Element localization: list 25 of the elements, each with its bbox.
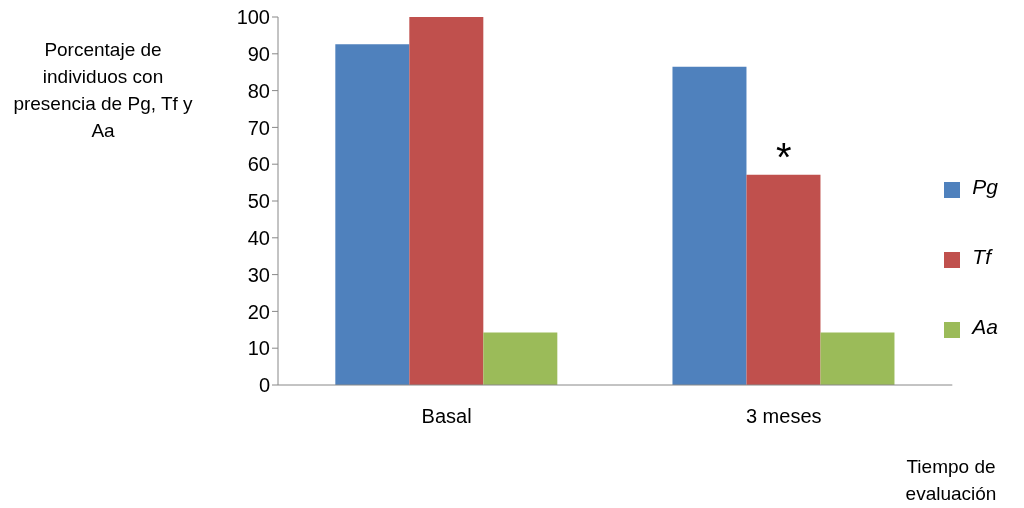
bar [746, 174, 821, 385]
y-axis-title: Porcentaje de individuos con presencia de Pg, Tf y Aa [12, 38, 194, 143]
y-tick-label: 60 [247, 153, 270, 176]
x-axis-title: Tiempo de evaluación [904, 455, 998, 506]
y-tick-label: 50 [247, 190, 270, 213]
y-tick-label: 0 [258, 374, 270, 397]
x-tick-label: Basal [421, 405, 472, 428]
y-tick-label: 80 [247, 79, 270, 102]
legend-label: Aa [972, 315, 998, 338]
legend-label: Tf [972, 245, 991, 268]
bar [483, 332, 558, 385]
annotation: * [775, 134, 792, 179]
bar [672, 66, 747, 385]
legend-label: Pg [972, 175, 998, 198]
y-tick-label: 30 [247, 263, 270, 286]
bar [335, 44, 410, 385]
y-tick-label: 10 [247, 337, 270, 360]
y-tick-label: 90 [247, 42, 270, 65]
y-tick-label: 20 [247, 300, 270, 323]
bar [409, 17, 484, 385]
bar [820, 332, 895, 385]
x-tick-label: 3 meses [745, 405, 822, 428]
y-tick-label: 40 [247, 226, 270, 249]
y-tick-label: 70 [247, 116, 270, 139]
y-tick-label: 100 [236, 6, 270, 29]
